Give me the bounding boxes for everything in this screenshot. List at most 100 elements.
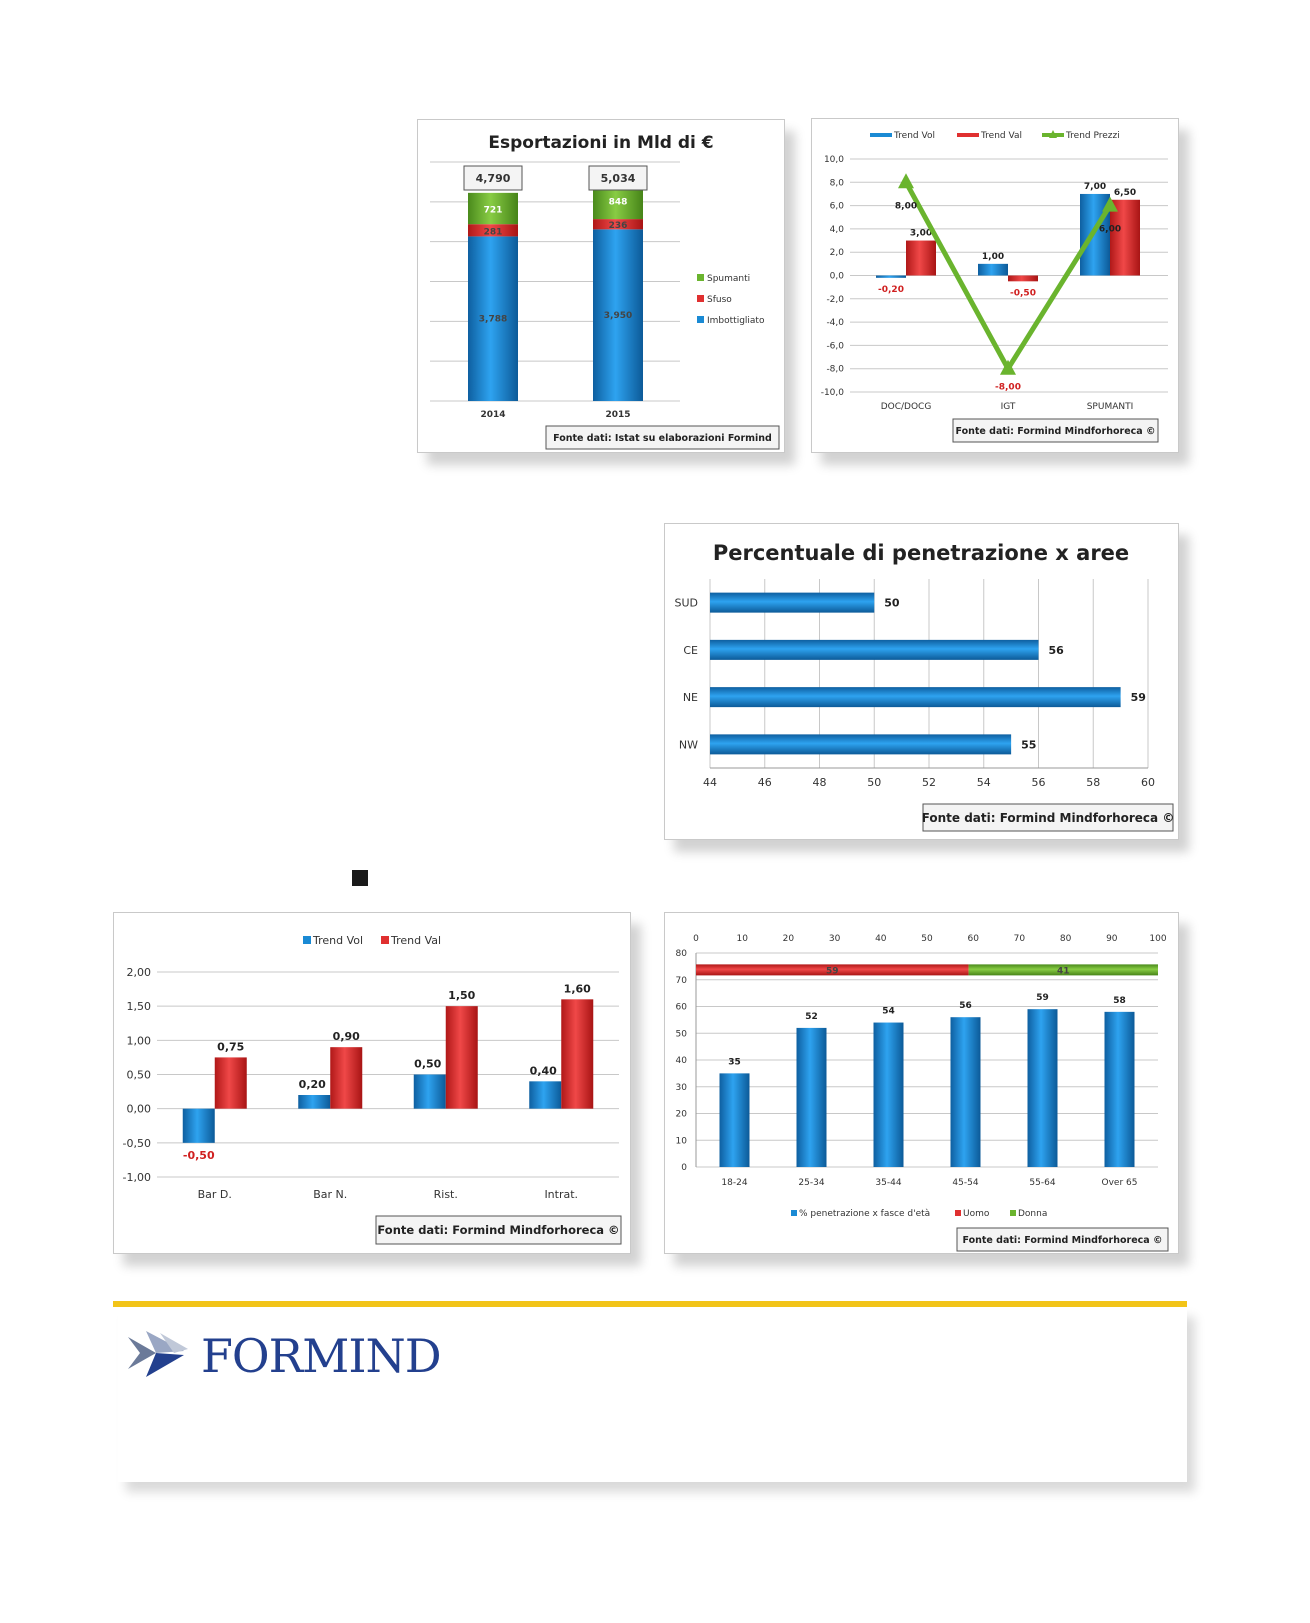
chart-title: Percentuale di penetrazione x aree: [713, 541, 1129, 565]
source-box: [952, 418, 1159, 443]
source-label: Fonte dati: Formind Mindforhoreca ©: [377, 1223, 619, 1237]
data-label: 0,90: [333, 1030, 360, 1043]
bar-age: [873, 1022, 904, 1167]
data-label: 236: [609, 221, 628, 231]
source-label: Fonte dati: Istat su elaborazioni Formin…: [553, 433, 772, 444]
source-box: [375, 1215, 622, 1245]
bar-nw: [710, 734, 1012, 755]
chart-areas-panel: Percentuale di penetrazione x aree 44 46 48…: [664, 523, 1179, 840]
chart-age-panel: 80 70 60 50 40 30 20 10 0 0 10 20 30 40 50 60 70 80 90 100 5…: [664, 912, 1179, 1254]
data-label: 7,00: [1084, 182, 1106, 192]
data-label: 56: [1049, 644, 1065, 657]
y-tick-label: 1,50: [127, 1000, 152, 1013]
bar-ce: [710, 639, 1039, 660]
bar-trend-val: [445, 1006, 478, 1109]
legend-label: Trend Vol: [312, 934, 363, 947]
y-tick-label: 30: [676, 1083, 688, 1093]
y-tick-label: 50: [676, 1029, 688, 1039]
data-label: 3,788: [479, 315, 507, 325]
x-tick-label: 35-44: [875, 1178, 901, 1188]
x-tick-label: 2015: [605, 410, 630, 420]
legend-label: Imbottigliato: [707, 316, 765, 326]
y-tick-label: -8,0: [826, 365, 844, 375]
y-tick-label: 4,0: [830, 225, 845, 235]
legend-swatch: [870, 133, 892, 137]
bar-age: [796, 1027, 827, 1167]
bar-sfuso: [468, 224, 518, 237]
bar-imbottigliato: [593, 229, 643, 401]
total-label: 4,790: [476, 172, 511, 185]
y-tick-label: -0,50: [123, 1137, 151, 1150]
footer-divider: [113, 1301, 1187, 1307]
bar-trend-vol: [876, 275, 906, 278]
data-label: 0,50: [414, 1058, 441, 1071]
bar-trend-vol: [298, 1095, 331, 1109]
source-box: [956, 1227, 1169, 1252]
data-label: -0,50: [183, 1149, 215, 1162]
top-tick-label: 20: [783, 934, 795, 944]
x-tick-label: 25-34: [798, 1178, 824, 1188]
data-label: 3,950: [604, 311, 632, 321]
bar-age: [1104, 1011, 1135, 1167]
y-tick-label: 80: [676, 949, 688, 959]
legend-swatch: [381, 936, 389, 944]
bar-sfuso: [593, 219, 643, 230]
legend-swatch: [303, 936, 311, 944]
bar-trend-vol: [978, 263, 1008, 276]
data-label: -0,50: [1010, 288, 1036, 298]
x-tick-label: 60: [1141, 776, 1155, 789]
bar-ne: [710, 687, 1121, 708]
x-tick-label: IGT: [1001, 402, 1016, 412]
line-data-label: 8,00: [895, 201, 917, 211]
bullet-square: [352, 870, 368, 886]
source-label: Fonte dati: Formind Mindforhoreca ©: [962, 1235, 1162, 1246]
legend-label: Sfuso: [707, 295, 732, 305]
bar-gender-donna: [968, 964, 1158, 976]
bar-imbottigliato: [468, 236, 518, 401]
x-tick-label: 45-54: [952, 1178, 978, 1188]
bar-trend-val: [561, 999, 594, 1109]
data-label: 54: [882, 1007, 895, 1017]
y-tick-label: -2,0: [826, 295, 844, 305]
x-tick-label: Over 65: [1102, 1178, 1138, 1188]
x-tick-label: 46: [758, 776, 772, 789]
bar-sud: [710, 592, 875, 613]
y-tick-label: 20: [676, 1110, 688, 1120]
y-tick-label: 2,00: [127, 966, 152, 979]
top-tick-label: 30: [829, 934, 841, 944]
data-label: 58: [1113, 996, 1126, 1006]
y-tick-label: SUD: [674, 597, 698, 610]
x-tick-label: Rist.: [434, 1188, 458, 1201]
bar-age: [1027, 1009, 1058, 1167]
bar-trend-vol: [413, 1074, 446, 1109]
top-tick-label: 40: [875, 934, 887, 944]
line-marker: [898, 173, 914, 189]
data-label: 56: [959, 1001, 972, 1011]
source-box: [545, 425, 780, 450]
data-label: 281: [484, 227, 503, 237]
y-tick-label: 0: [681, 1163, 687, 1173]
top-tick-label: 80: [1060, 934, 1072, 944]
legend-swatch: [955, 1210, 961, 1216]
bar-trend-vol: [529, 1081, 562, 1109]
top-tick-label: 50: [921, 934, 933, 944]
top-tick-label: 90: [1106, 934, 1118, 944]
data-label: 59: [1131, 691, 1146, 704]
data-label: 1,60: [564, 982, 591, 995]
x-tick-label: DOC/DOCG: [881, 402, 932, 412]
x-tick-label: 48: [813, 776, 827, 789]
x-tick-label: 58: [1086, 776, 1100, 789]
x-tick-label: 50: [867, 776, 881, 789]
y-tick-label: 0,0: [830, 272, 845, 282]
logo-arrows-icon: [128, 1331, 188, 1377]
bar-trend-val: [906, 240, 936, 276]
y-tick-label: 70: [676, 976, 688, 986]
x-tick-label: 56: [1032, 776, 1046, 789]
x-tick-label: Bar N.: [313, 1188, 347, 1201]
legend-swatch: [791, 1210, 797, 1216]
x-tick-label: 52: [922, 776, 936, 789]
data-label: 55: [1021, 738, 1036, 751]
y-tick-label: -10,0: [821, 388, 845, 398]
x-tick-label: 54: [977, 776, 991, 789]
data-label: 0,40: [530, 1064, 557, 1077]
